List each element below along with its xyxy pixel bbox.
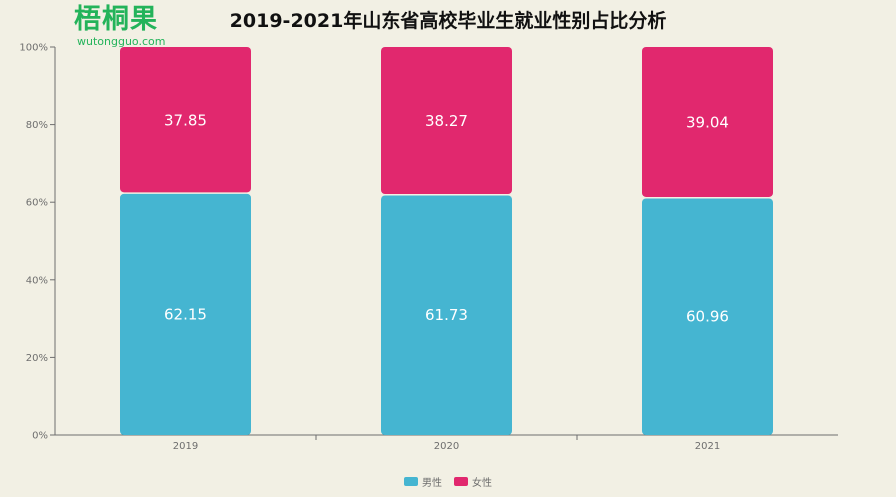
legend-swatch (454, 477, 468, 486)
legend-swatch (404, 477, 418, 486)
bar-segment (642, 47, 773, 197)
x-tick-label: 2021 (695, 441, 720, 452)
logo-text: 梧桐果 (74, 4, 158, 35)
legend-item[interactable]: 女性 (454, 474, 492, 489)
chart-legend: 男性 女性 (0, 474, 896, 489)
y-tick-label: 80% (26, 120, 48, 131)
bar-segment (120, 193, 251, 435)
bar-segment (642, 198, 773, 435)
x-tick-label: 2019 (173, 441, 198, 452)
bar-segment (120, 47, 251, 193)
bar-segment (381, 47, 512, 194)
bar-segment (381, 195, 512, 435)
legend-label: 男性 (422, 478, 442, 489)
legend-item[interactable]: 男性 (404, 474, 442, 489)
data-label: 60.96 (686, 308, 729, 326)
brand-logo[interactable]: 梧桐果 wutongguo.com (74, 4, 165, 48)
y-tick-label: 20% (26, 353, 48, 364)
y-tick-label: 100% (19, 43, 48, 54)
legend-label: 女性 (472, 478, 492, 489)
data-label: 62.15 (164, 305, 207, 323)
y-tick-label: 40% (26, 275, 48, 286)
data-label: 61.73 (425, 306, 468, 324)
chart-title: 2019-2021年山东省高校毕业生就业性别占比分析 (229, 10, 667, 32)
y-tick-label: 0% (32, 431, 48, 442)
x-tick-label: 2020 (434, 441, 459, 452)
data-label: 38.27 (425, 112, 468, 130)
data-label: 39.04 (686, 114, 729, 132)
data-label: 37.85 (164, 111, 207, 129)
logo-url: wutongguo.com (77, 35, 166, 48)
y-tick-label: 60% (26, 198, 48, 209)
